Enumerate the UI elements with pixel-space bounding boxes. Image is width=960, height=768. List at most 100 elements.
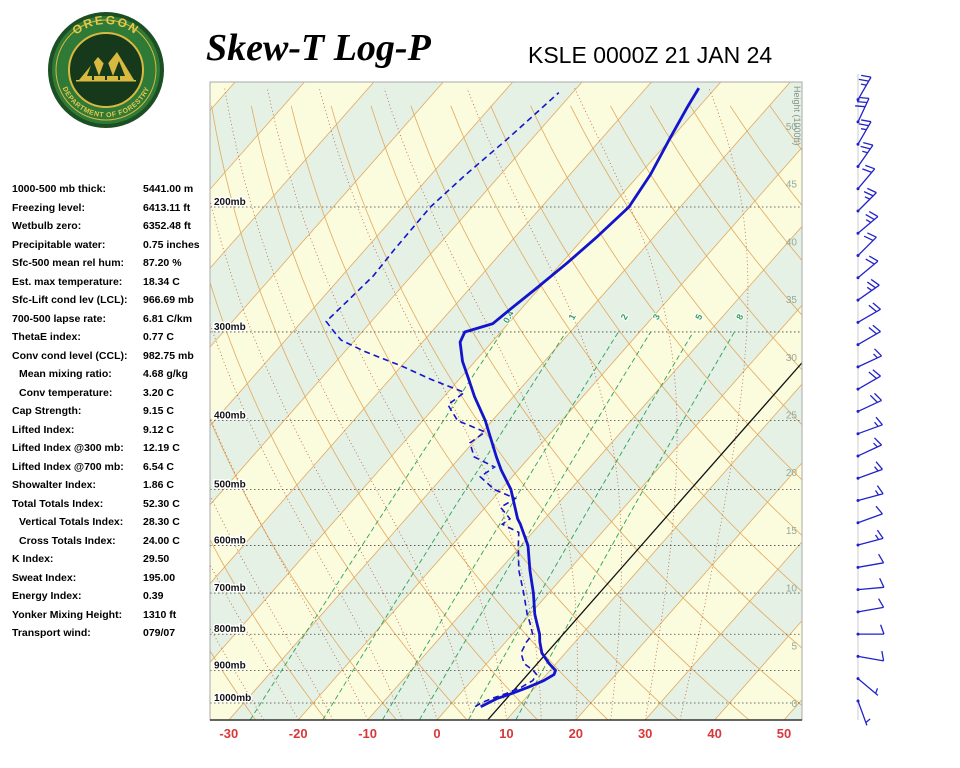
index-value: 18.34 C bbox=[143, 275, 180, 288]
sounding-traces bbox=[325, 87, 700, 708]
index-value: 52.30 C bbox=[143, 497, 180, 510]
index-label: Energy Index: bbox=[12, 590, 82, 603]
height-tick-label: 10 bbox=[786, 584, 798, 595]
pressure-tick-label: 700mb bbox=[214, 583, 246, 594]
wind-barb bbox=[856, 187, 877, 213]
index-row: Precipitable water: 0.75 inches bbox=[12, 236, 212, 255]
pressure-lines: 200mb 300mb 400mb 500mb 600mb 700mb 800mb 900mb… bbox=[210, 196, 802, 705]
skewt-chart: 0.4 1 2 3 5 8200mb300mb400mb500mb600mb700mb80… bbox=[209, 81, 803, 741]
index-row: 1000-500 mb thick: 5441.00 m bbox=[12, 180, 212, 199]
temp-tick-label: -30 bbox=[219, 726, 238, 741]
index-row: Lifted Index @700 mb: 6.54 C bbox=[12, 458, 212, 477]
index-label: Est. max temperature: bbox=[12, 275, 123, 288]
wind-barb bbox=[856, 119, 872, 146]
wind-barb bbox=[856, 278, 880, 302]
temp-tick-label: 10 bbox=[499, 726, 513, 741]
height-tick-label: 0 bbox=[791, 699, 797, 710]
wind-barb bbox=[856, 324, 881, 347]
index-row: Lifted Index @300 mb: 12.19 C bbox=[12, 439, 212, 458]
index-value: 28.30 C bbox=[143, 516, 180, 529]
height-tick-label: 25 bbox=[786, 411, 798, 422]
height-tick-label: 35 bbox=[786, 295, 798, 306]
index-row: Vertical Totals Index: 28.30 C bbox=[12, 513, 212, 532]
index-label: Cap Strength: bbox=[12, 405, 82, 418]
index-label: Total Totals Index: bbox=[12, 497, 104, 510]
wind-barb bbox=[856, 164, 876, 191]
index-value: 5441.00 m bbox=[143, 183, 194, 196]
index-label: K Index: bbox=[12, 553, 54, 566]
index-value: 1.86 C bbox=[143, 479, 174, 492]
mixing-ratio-label: 5 bbox=[693, 312, 704, 321]
wind-barb bbox=[856, 210, 879, 235]
index-row: Sfc-Lift cond lev (LCL): 966.69 mb bbox=[12, 291, 212, 310]
index-label: Lifted Index @300 mb: bbox=[12, 442, 124, 455]
index-label: Vertical Totals Index: bbox=[19, 516, 124, 529]
pressure-tick-label: 200mb bbox=[214, 197, 246, 208]
index-value: 12.19 C bbox=[143, 442, 180, 455]
wind-barb bbox=[856, 74, 872, 102]
index-value: 9.12 C bbox=[143, 423, 174, 436]
wind-barb bbox=[856, 461, 883, 480]
index-value: 0.77 C bbox=[143, 331, 174, 344]
index-row: Energy Index: 0.39 bbox=[12, 587, 212, 606]
index-value: 6.54 C bbox=[143, 460, 174, 473]
mixing-ratio-label: 1 bbox=[567, 312, 578, 321]
index-row: Freezing level: 6413.11 ft bbox=[12, 199, 212, 218]
wind-barb bbox=[856, 437, 883, 458]
index-label: Sfc-Lift cond lev (LCL): bbox=[12, 294, 128, 307]
height-axis-title: Height (1000ft) bbox=[792, 86, 802, 146]
wind-barb bbox=[856, 232, 877, 258]
height-tick-label: 5 bbox=[791, 641, 797, 652]
index-row: Mean mixing ratio: 4.68 g/kg bbox=[12, 365, 212, 384]
index-value: 29.50 bbox=[143, 553, 170, 566]
height-tick-label: 15 bbox=[786, 526, 798, 537]
mixing-ratio-label: 3 bbox=[651, 312, 662, 321]
pressure-tick-label: 400mb bbox=[214, 411, 246, 422]
temp-tick-label: 50 bbox=[777, 726, 791, 741]
index-label: Conv cond level (CCL): bbox=[12, 349, 128, 362]
temp-tick-label: 30 bbox=[638, 726, 652, 741]
wind-barb bbox=[856, 255, 879, 280]
index-label: Lifted Index: bbox=[12, 423, 75, 436]
pressure-tick-label: 600mb bbox=[214, 536, 246, 547]
wind-barb bbox=[856, 677, 879, 696]
index-row: Transport wind: 079/07 bbox=[12, 624, 212, 643]
index-label: Conv temperature: bbox=[19, 386, 113, 399]
index-row: Sfc-500 mean rel hum: 87.20 % bbox=[12, 254, 212, 273]
logo-mountain-trees-icon bbox=[76, 52, 136, 82]
page-title: Skew-T Log-P bbox=[206, 27, 431, 69]
index-row: Yonker Mixing Height: 1310 ft bbox=[12, 606, 212, 625]
wind-barb bbox=[856, 392, 883, 413]
index-label: Wetbulb zero: bbox=[12, 220, 82, 233]
mixing-ratio-label: 2 bbox=[619, 312, 630, 321]
index-value: 1310 ft bbox=[143, 608, 177, 621]
dry-adiabat-lines bbox=[210, 105, 802, 720]
wind-barb bbox=[856, 553, 885, 569]
pressure-tick-label: 800mb bbox=[214, 624, 246, 635]
wind-barb bbox=[856, 529, 884, 547]
isotherm-lines bbox=[210, 82, 802, 720]
index-row: Total Totals Index: 52.30 C bbox=[12, 495, 212, 514]
height-tick-label: 20 bbox=[786, 468, 798, 479]
index-row: Conv temperature: 3.20 C bbox=[12, 384, 212, 403]
index-row: Conv cond level (CCL): 982.75 mb bbox=[12, 347, 212, 366]
temp-tick-label: 0 bbox=[433, 726, 440, 741]
wind-barb bbox=[856, 505, 883, 525]
mixing-ratio-lines bbox=[249, 331, 735, 720]
index-row: Sweat Index: 195.00 bbox=[12, 569, 212, 588]
index-value: 6.81 C/km bbox=[143, 312, 193, 325]
index-label: Yonker Mixing Height: bbox=[12, 608, 123, 621]
index-label: Freezing level: bbox=[12, 201, 85, 214]
wind-barb bbox=[856, 699, 871, 726]
index-row: ThetaE index: 0.77 C bbox=[12, 328, 212, 347]
wind-barb bbox=[856, 302, 881, 324]
index-row: Est. max temperature: 18.34 C bbox=[12, 273, 212, 292]
wind-barb bbox=[856, 369, 881, 391]
index-value: 0.39 bbox=[143, 590, 164, 603]
wind-barb bbox=[856, 598, 885, 614]
temp-tick-label: -20 bbox=[289, 726, 308, 741]
index-label: 700-500 lapse rate: bbox=[12, 312, 106, 325]
index-row: Lifted Index: 9.12 C bbox=[12, 421, 212, 440]
wind-barb bbox=[856, 485, 884, 503]
pressure-tick-label: 1000mb bbox=[214, 693, 251, 704]
